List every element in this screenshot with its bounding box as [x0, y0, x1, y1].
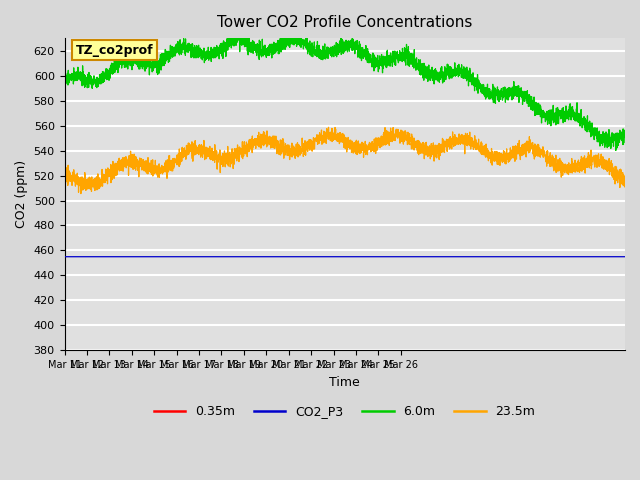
Text: TZ_co2prof: TZ_co2prof: [76, 44, 154, 57]
Y-axis label: CO2 (ppm): CO2 (ppm): [15, 160, 28, 228]
Legend: 0.35m, CO2_P3, 6.0m, 23.5m: 0.35m, CO2_P3, 6.0m, 23.5m: [149, 400, 540, 423]
X-axis label: Time: Time: [330, 376, 360, 389]
Title: Tower CO2 Profile Concentrations: Tower CO2 Profile Concentrations: [217, 15, 472, 30]
